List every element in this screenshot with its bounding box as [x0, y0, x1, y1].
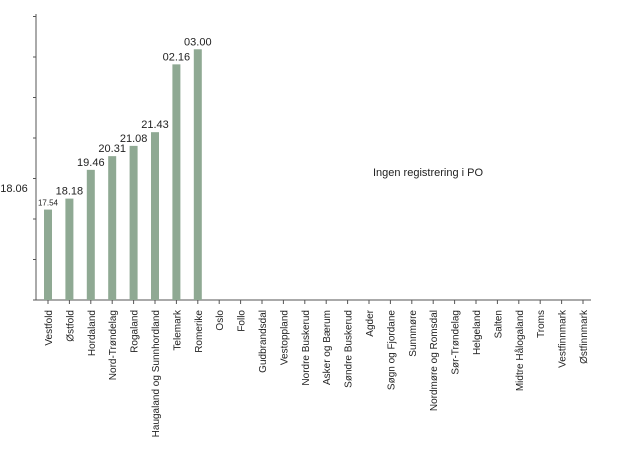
chart-axes: [33, 14, 591, 304]
category-label: Vestfold: [44, 310, 55, 346]
category-label: Follo: [237, 310, 248, 332]
bar: [65, 198, 74, 300]
bar: [86, 169, 95, 300]
category-label: Salten: [493, 310, 504, 338]
no-registration-annotation: Ingen registrering i PO: [373, 167, 483, 179]
chart-bars: [44, 49, 202, 300]
category-label: Agder: [365, 309, 376, 336]
category-label: Rogaland: [130, 310, 141, 353]
bar: [151, 132, 159, 300]
chart-labels: 17.54 Vestfold 18.18 Østfold 19.46 Hordaland 2…: [38, 36, 590, 437]
category-label: Vestoppland: [279, 310, 290, 365]
category-label: Oslo: [215, 310, 226, 331]
bar: [129, 145, 138, 300]
category-label: Haugaland og Sunnhordland: [151, 310, 162, 437]
category-label: Nord-Trøndelag: [108, 310, 119, 380]
bar: [172, 64, 181, 300]
bar: [193, 49, 202, 300]
category-label: Troms: [536, 310, 547, 338]
category-label: Sør-Trøndelag: [451, 310, 462, 375]
bar-value-label: 03.00: [184, 36, 212, 48]
bar: [108, 156, 117, 300]
category-label: Asker og Bærum: [322, 310, 333, 385]
category-label: Gudbrandsdal: [258, 310, 269, 373]
category-label: Romerike: [194, 310, 205, 353]
bar-value-label: 02.16: [163, 51, 191, 63]
category-label: Søndre Buskerud: [344, 310, 355, 388]
category-label: Hordaland: [87, 310, 98, 356]
category-label: Østfinnmark: [579, 309, 590, 364]
bar-value-label: 20.31: [98, 143, 126, 155]
bar: [44, 209, 52, 300]
category-label: Nordmøre og Romsdal: [429, 310, 440, 411]
bar-value-label: 18.18: [56, 186, 84, 198]
reference-value-label: 18.06: [0, 183, 28, 195]
category-label: Helgeland: [472, 310, 483, 355]
bar-value-label: 17.54: [38, 199, 59, 208]
category-label: Telemark: [172, 309, 183, 351]
category-label: Sunnmøre: [408, 310, 419, 357]
bar-value-label: 21.08: [120, 133, 148, 145]
category-label: Østfold: [65, 310, 76, 342]
bar-value-label: 21.43: [141, 119, 169, 131]
category-label: Vestfinnmark: [558, 309, 569, 368]
category-label: Nordre Buskerud: [301, 310, 312, 386]
bar-value-label: 19.46: [77, 157, 105, 169]
category-label: Midtre Hålogaland: [514, 310, 526, 391]
category-label: Søgn og Fjordane: [386, 310, 397, 390]
